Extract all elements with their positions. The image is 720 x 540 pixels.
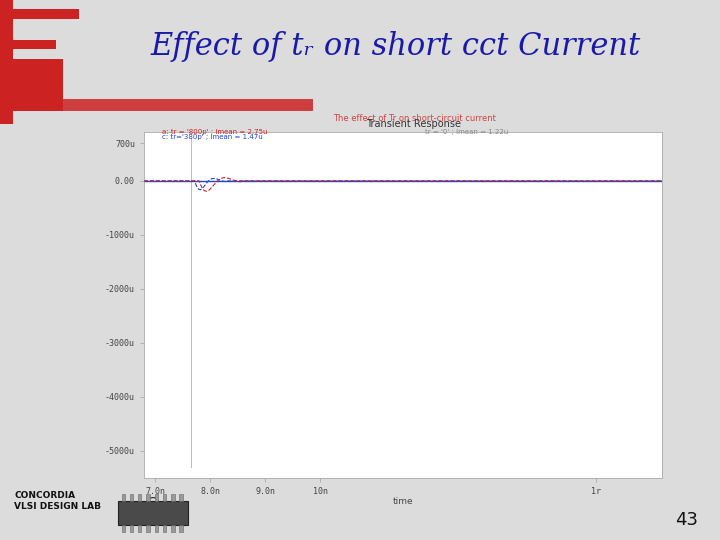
- Bar: [146, 494, 150, 501]
- Text: Effect of tᵣ on short cct Current: Effect of tᵣ on short cct Current: [151, 31, 641, 62]
- Bar: [155, 494, 158, 501]
- Bar: [171, 494, 174, 501]
- Text: 43: 43: [675, 511, 698, 529]
- Bar: [179, 494, 183, 501]
- Bar: [138, 525, 141, 532]
- Bar: [163, 525, 166, 532]
- Bar: [130, 494, 133, 501]
- Text: Transient Response: Transient Response: [366, 118, 462, 129]
- Text: The effect of Tr on short-circuit current: The effect of Tr on short-circuit curren…: [333, 113, 495, 123]
- Bar: [146, 525, 150, 532]
- X-axis label: time: time: [393, 497, 413, 507]
- Text: a: tr = '800p' ; Imean = 2.75u: a: tr = '800p' ; Imean = 2.75u: [162, 129, 268, 135]
- Bar: [163, 494, 166, 501]
- Bar: [171, 525, 174, 532]
- Bar: [138, 494, 141, 501]
- Text: CONCORDIA
VLSI DESIGN LAB: CONCORDIA VLSI DESIGN LAB: [14, 491, 102, 511]
- Bar: [122, 494, 125, 501]
- Bar: [179, 525, 183, 532]
- Text: c: tr='380p' ; Imean = 1.47u: c: tr='380p' ; Imean = 1.47u: [162, 134, 263, 140]
- Bar: [122, 525, 125, 532]
- Bar: [155, 525, 158, 532]
- Bar: [118, 501, 188, 525]
- Text: tr = '0' ; Imean = 1.22u: tr = '0' ; Imean = 1.22u: [425, 129, 508, 135]
- Bar: [130, 525, 133, 532]
